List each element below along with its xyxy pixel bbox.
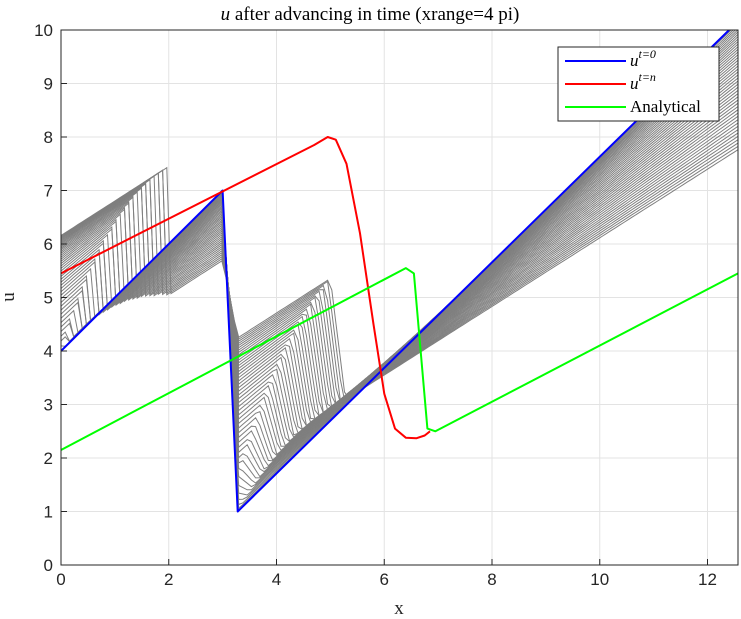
x-tick-label: 10 — [590, 570, 609, 589]
history-curve — [61, 135, 738, 406]
y-tick-label: 5 — [44, 289, 53, 308]
history-curve — [61, 149, 738, 399]
y-tick-label: 7 — [44, 182, 53, 201]
x-tick-label: 4 — [272, 570, 281, 589]
history-curve — [61, 125, 738, 408]
x-tick-label: 12 — [698, 570, 717, 589]
y-tick-label: 4 — [44, 342, 53, 361]
legend: ut=0 ut=n Analytical — [557, 46, 720, 122]
y-tick-label: 3 — [44, 396, 53, 415]
series-lines — [61, 30, 738, 513]
history-curve — [61, 115, 738, 414]
y-tick-label: 10 — [34, 21, 53, 40]
axis-ticks — [60, 29, 709, 566]
x-tick-label: 6 — [380, 570, 389, 589]
y-tick-labels: 0 1 2 3 4 5 6 7 8 9 10 — [34, 21, 53, 575]
y-tick-label: 8 — [44, 128, 53, 147]
x-axis-label: x — [394, 598, 404, 619]
x-tick-label: 2 — [164, 570, 173, 589]
series-line-2 — [61, 267, 738, 451]
history-curve — [61, 132, 738, 406]
history-curve — [61, 142, 738, 401]
history-curve — [61, 119, 738, 413]
legend-label-1: ut=n — [630, 70, 656, 93]
history-curve — [61, 129, 738, 409]
y-tick-label: 1 — [44, 503, 53, 522]
x-tick-label: 8 — [487, 570, 496, 589]
x-tick-labels: 0 2 4 6 8 10 12 — [56, 570, 717, 589]
x-tick-label: 0 — [56, 570, 65, 589]
history-curve — [61, 122, 738, 411]
legend-label-2: Analytical — [630, 97, 701, 116]
history-curve — [61, 139, 738, 404]
y-tick-label: 9 — [44, 75, 53, 94]
y-tick-label: 0 — [44, 556, 53, 575]
chart-title: u after advancing in time (xrange=4 pi) — [221, 4, 520, 25]
history-curve — [61, 145, 738, 401]
y-axis-label: u — [0, 292, 19, 302]
series-line-1 — [61, 136, 431, 440]
legend-label-0: ut=0 — [630, 47, 656, 70]
y-tick-label: 2 — [44, 449, 53, 468]
y-tick-label: 6 — [44, 235, 53, 254]
series-line-0 — [61, 30, 730, 513]
history-curve — [61, 109, 738, 417]
